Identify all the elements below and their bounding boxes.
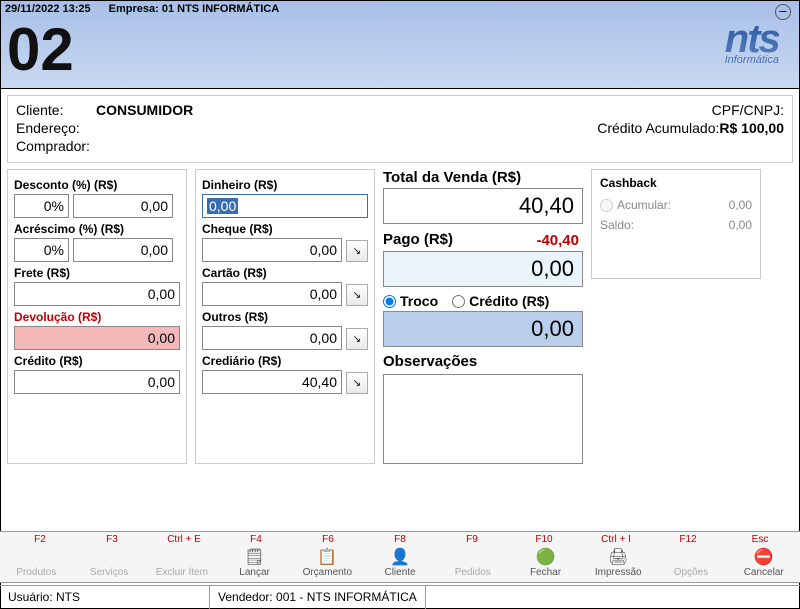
credito-input[interactable]: 0,00: [14, 370, 180, 394]
troco-radio[interactable]: Troco: [383, 293, 438, 309]
obs-label: Observações: [383, 353, 583, 370]
shortcut: F3: [76, 534, 148, 545]
orcamento-icon: 📋: [291, 547, 364, 567]
dinheiro-input[interactable]: 0,00: [202, 194, 368, 218]
desconto-pct-input[interactable]: 0%: [14, 194, 69, 218]
orcamento-button[interactable]: 📋Orçamento: [291, 547, 364, 578]
crediario-detail-button[interactable]: ↘: [346, 372, 368, 394]
client-panel: Cliente: CONSUMIDOR CPF/CNPJ: Endereço: …: [7, 95, 793, 163]
credito-acum-label: Crédito Acumulado:: [597, 120, 719, 136]
cartao-label: Cartão (R$): [202, 266, 368, 280]
acumular-value: 0,00: [729, 198, 752, 212]
shortcut: Ctrl + I: [580, 534, 652, 545]
saldo-value: 0,00: [729, 218, 752, 232]
shortcut: F4: [220, 534, 292, 545]
main-area: Desconto (%) (R$) 0% 0,00 Acréscimo (%) …: [1, 169, 799, 464]
cheque-input[interactable]: 0,00: [202, 238, 342, 262]
fechar-button[interactable]: 🟢Fechar: [509, 547, 582, 578]
saldo-label: Saldo:: [600, 218, 634, 232]
shortcut: Ctrl + E: [148, 534, 220, 545]
printer-icon: 🖨: [582, 547, 655, 567]
acrescimo-pct-input[interactable]: 0%: [14, 238, 69, 262]
dinheiro-label: Dinheiro (R$): [202, 178, 368, 192]
comprador-label: Comprador:: [16, 138, 96, 154]
lancar-icon: 🗒: [218, 547, 291, 567]
outros-input[interactable]: 0,00: [202, 326, 342, 350]
pago-label: Pago (R$): [383, 231, 453, 248]
total-label: Total da Venda (R$): [383, 169, 583, 186]
frete-input[interactable]: 0,00: [14, 282, 180, 306]
crediario-input[interactable]: 40,40: [202, 370, 342, 394]
outros-label: Outros (R$): [202, 310, 368, 324]
toolbar: F2 F3 Ctrl + E F4 F6 F8 F9 F10 Ctrl + I …: [0, 531, 800, 583]
acumular-checkbox[interactable]: Acumular:: [600, 198, 671, 212]
fechar-icon: 🟢: [509, 547, 582, 567]
shortcuts-row: F2 F3 Ctrl + E F4 F6 F8 F9 F10 Ctrl + I …: [0, 532, 800, 545]
cheque-label: Cheque (R$): [202, 222, 368, 236]
datetime-label: 29/11/2022 13:25: [5, 3, 91, 15]
empresa-label: Empresa: 01 NTS INFORMÁTICA: [109, 3, 280, 15]
desconto-val-input[interactable]: 0,00: [73, 194, 173, 218]
logo: nts Informática: [725, 17, 779, 66]
troco-value: 0,00: [383, 311, 583, 347]
opcoes-button[interactable]: Opções: [655, 547, 728, 578]
pago-value: 0,00: [383, 251, 583, 287]
shortcut: F9: [436, 534, 508, 545]
cliente-value: CONSUMIDOR: [96, 102, 193, 118]
usuario-status: Usuário: NTS: [0, 586, 210, 609]
shortcut: Esc: [724, 534, 796, 545]
cartao-detail-button[interactable]: ↘: [346, 284, 368, 306]
cheque-detail-button[interactable]: ↘: [346, 240, 368, 262]
lancar-button[interactable]: 🗒Lançar: [218, 547, 291, 578]
status-bar: Usuário: NTS Vendedor: 001 - NTS INFORMÁ…: [0, 585, 800, 609]
pedidos-button[interactable]: Pedidos: [436, 547, 509, 578]
desconto-label: Desconto (%) (R$): [14, 178, 180, 192]
cashback-title: Cashback: [600, 176, 752, 190]
acrescimo-val-input[interactable]: 0,00: [73, 238, 173, 262]
outros-detail-button[interactable]: ↘: [346, 328, 368, 350]
cancelar-button[interactable]: ⛔Cancelar: [727, 547, 800, 578]
shortcut: F2: [4, 534, 76, 545]
crediario-label: Crediário (R$): [202, 354, 368, 368]
shortcut: F10: [508, 534, 580, 545]
shortcut: F6: [292, 534, 364, 545]
vendedor-status: Vendedor: 001 - NTS INFORMÁTICA: [210, 586, 426, 609]
produtos-button[interactable]: Produtos: [0, 547, 73, 578]
devolucao-input[interactable]: 0,00: [14, 326, 180, 350]
cliente-icon: 👤: [364, 547, 437, 567]
excluir-button[interactable]: Excluir Ítem: [145, 547, 218, 578]
adjustments-panel: Desconto (%) (R$) 0% 0,00 Acréscimo (%) …: [7, 169, 187, 464]
payments-panel: Dinheiro (R$) 0,00 Cheque (R$) 0,00 ↘ Ca…: [195, 169, 375, 464]
acrescimo-label: Acréscimo (%) (R$): [14, 222, 180, 236]
credito-label: Crédito (R$): [14, 354, 180, 368]
shortcut: F8: [364, 534, 436, 545]
cpf-label: CPF/CNPJ:: [712, 102, 784, 118]
cliente-button[interactable]: 👤Cliente: [364, 547, 437, 578]
total-value: 40,40: [383, 188, 583, 224]
cashback-panel: Cashback Acumular: 0,00 Saldo: 0,00: [591, 169, 761, 279]
terminal-number: 02: [7, 15, 74, 84]
cliente-label: Cliente:: [16, 102, 96, 118]
servicos-button[interactable]: Serviços: [73, 547, 146, 578]
pago-delta: -40,40: [532, 232, 583, 249]
cartao-input[interactable]: 0,00: [202, 282, 342, 306]
obs-textarea[interactable]: [383, 374, 583, 464]
cancel-icon: ⛔: [727, 547, 800, 567]
devolucao-label: Devolução (R$): [14, 310, 180, 324]
impressao-button[interactable]: 🖨Impressão: [582, 547, 655, 578]
header-bar: 29/11/2022 13:25 Empresa: 01 NTS INFORMÁ…: [1, 1, 799, 89]
logo-sub: Informática: [725, 54, 779, 66]
shortcut: F12: [652, 534, 724, 545]
credito-radio[interactable]: Crédito (R$): [452, 293, 549, 309]
endereco-label: Endereço:: [16, 120, 96, 136]
frete-label: Frete (R$): [14, 266, 180, 280]
totals-panel: Total da Venda (R$) 40,40 Pago (R$) -40,…: [383, 169, 583, 464]
credito-acum-value: R$ 100,00: [719, 120, 784, 136]
